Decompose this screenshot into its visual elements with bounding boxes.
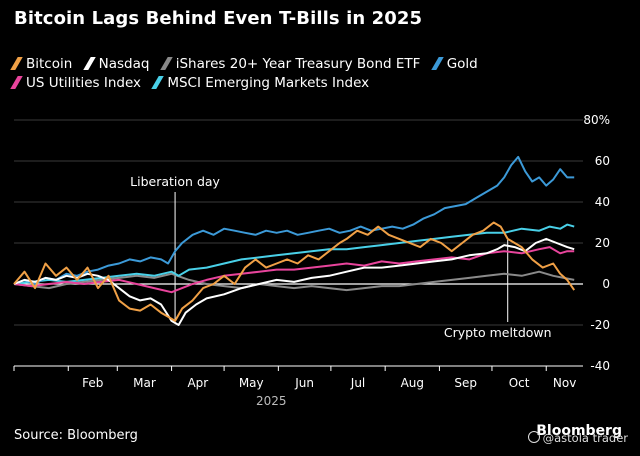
- x-tick-label: Jun: [294, 376, 314, 390]
- legend-label: Bitcoin: [26, 56, 73, 72]
- x-tick-label: Oct: [509, 376, 530, 390]
- y-tick-label: -20: [590, 318, 610, 332]
- chart-title: Bitcoin Lags Behind Even T-Bills in 2025: [14, 8, 423, 29]
- x-axis-label: 2025: [256, 394, 287, 408]
- legend-item-nasdaq[interactable]: Nasdaq: [82, 55, 150, 74]
- x-tick-label: Jul: [350, 376, 365, 390]
- x-tick-label: May: [239, 376, 264, 390]
- legend-item-utilities[interactable]: US Utilities Index: [10, 74, 142, 93]
- x-tick-label: Apr: [187, 376, 208, 390]
- y-tick-label: 0: [602, 277, 610, 291]
- legend-label: Nasdaq: [98, 56, 150, 72]
- y-tick-label: 60: [595, 154, 610, 168]
- x-tick-label: Feb: [82, 376, 103, 390]
- legend-item-emerging-markets[interactable]: MSCI Emerging Markets Index: [151, 74, 370, 93]
- x-tick-label: Mar: [133, 376, 156, 390]
- legend-label: MSCI Emerging Markets Index: [167, 75, 370, 91]
- y-axis-ticks: -40 -20 0 20 40 60 80%: [583, 113, 610, 373]
- annotation-label-crypto-meltdown: Crypto meltdown: [444, 325, 552, 340]
- legend-label: Gold: [446, 56, 478, 72]
- legend: Bitcoin Nasdaq iShares 20+ Year Treasury…: [10, 55, 604, 93]
- legend-label: iShares 20+ Year Treasury Bond ETF: [175, 56, 421, 72]
- bloomberg-logo: Bloomberg: [536, 423, 622, 439]
- watermark-text: @astola trader: [542, 431, 628, 445]
- watermark-icon: [527, 431, 540, 443]
- series-line-gold: [13, 155, 575, 285]
- series-lines: [13, 155, 576, 326]
- x-tick-label: Nov: [553, 376, 576, 390]
- y-tick-label: 20: [595, 236, 610, 250]
- y-tick-label: -40: [590, 359, 610, 373]
- legend-item-treasury-etf[interactable]: iShares 20+ Year Treasury Bond ETF: [159, 55, 421, 74]
- y-tick-label: 80%: [583, 113, 610, 127]
- annotation-label-liberation-day: Liberation day: [130, 174, 220, 189]
- x-axis-ticks: Feb Mar Apr May Jun Jul Aug Sep Oct Nov 2025: [13, 365, 583, 408]
- y-tick-label: 40: [595, 195, 610, 209]
- legend-item-gold[interactable]: Gold: [430, 55, 478, 74]
- series-line-msci-emerging-markets-index: [13, 223, 575, 285]
- legend-item-bitcoin[interactable]: Bitcoin: [10, 55, 73, 74]
- source-note: Source: Bloomberg: [14, 428, 138, 443]
- annotations: Liberation day Crypto meltdown: [130, 174, 551, 340]
- series-line-bitcoin: [13, 221, 576, 322]
- watermark: @astola trader: [527, 431, 628, 445]
- series-line-us-utilities-index: [13, 246, 575, 294]
- legend-label: US Utilities Index: [26, 75, 142, 91]
- x-tick-label: Aug: [401, 376, 424, 390]
- x-tick-label: Sep: [454, 376, 477, 390]
